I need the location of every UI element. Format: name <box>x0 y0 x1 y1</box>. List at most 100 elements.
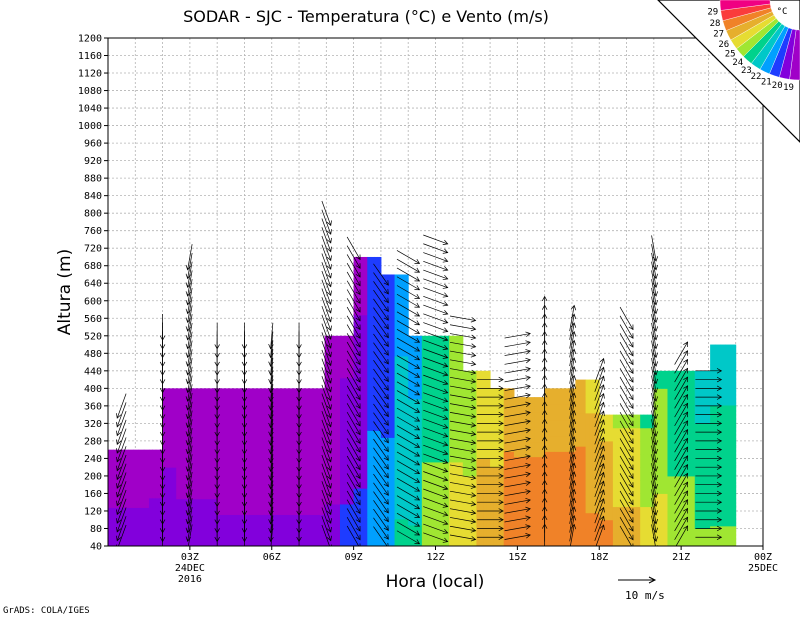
temperature-cell <box>425 377 430 400</box>
temperature-cell <box>148 526 153 537</box>
temperature-cell <box>343 377 348 400</box>
temperature-cell <box>493 530 498 546</box>
temperature-cell <box>469 405 474 424</box>
wind-vector-head <box>241 379 248 385</box>
wind-vector <box>321 516 332 541</box>
temperature-cell <box>374 343 379 374</box>
wind-vector-head <box>241 423 248 429</box>
temperature-cell <box>469 370 474 389</box>
wind-vector-head <box>185 536 192 543</box>
wind-vector-head <box>442 266 449 272</box>
temperature-cell <box>684 493 689 512</box>
wind-vector <box>346 394 361 418</box>
wind-vector-head <box>442 441 449 447</box>
temperature-cell <box>360 372 365 402</box>
wind-vector <box>674 490 688 514</box>
wind-vector <box>373 281 389 303</box>
temperature-cell <box>367 343 372 374</box>
y-tick-label: 360 <box>84 401 102 412</box>
wind-vector-head <box>414 469 421 475</box>
wind-vector <box>569 454 575 481</box>
temperature-cell <box>592 412 597 431</box>
wind-vector <box>423 374 448 385</box>
colorbar-level-label: 24 <box>732 58 743 68</box>
wind-vector-head <box>525 401 531 408</box>
temperature-cell <box>201 467 208 484</box>
wind-vector-head <box>214 466 220 473</box>
temperature-cell <box>687 475 692 494</box>
temperature-cell <box>367 459 372 489</box>
temperature-cell <box>169 482 174 500</box>
wind-vector <box>270 471 274 498</box>
temperature-cell <box>435 503 440 526</box>
temperature-cell <box>363 285 368 316</box>
wind-vector <box>321 524 330 546</box>
temperature-cell <box>647 414 651 429</box>
temperature-cell <box>500 451 505 468</box>
wind-vector <box>651 419 657 446</box>
wind-vector <box>116 498 127 524</box>
wind-vector <box>651 244 657 270</box>
temperature-cell <box>432 398 436 421</box>
temperature-cell <box>449 482 454 505</box>
wind-vector-head <box>296 536 302 543</box>
wind-vector <box>373 289 389 312</box>
temperature-cell <box>191 530 198 546</box>
wind-vector <box>321 297 332 322</box>
temperature-cell <box>152 536 157 546</box>
temperature-cell <box>391 518 396 546</box>
temperature-cell <box>681 475 686 494</box>
temperature-cell <box>459 398 464 421</box>
temperature-cell <box>401 437 406 466</box>
temperature-cell <box>643 467 648 481</box>
colorbar-level-label: 20 <box>772 81 783 91</box>
wind-vector <box>674 385 688 409</box>
temperature-cell <box>206 514 213 531</box>
wind-vector-head <box>296 510 302 516</box>
temperature-cell <box>367 517 372 546</box>
temperature-cell <box>626 519 631 534</box>
temperature-cell <box>162 498 167 515</box>
temperature-cell <box>162 435 167 452</box>
wind-vector-head <box>442 301 449 307</box>
temperature-cell <box>592 479 597 497</box>
temperature-cell <box>380 518 385 546</box>
wind-vector <box>504 525 531 532</box>
temperature-cell <box>191 498 198 515</box>
temperature-cell <box>138 478 145 489</box>
temperature-cell <box>186 388 193 405</box>
temperature-cell <box>421 461 426 484</box>
temperature-cell <box>534 426 546 443</box>
y-tick-label: 1000 <box>78 121 102 132</box>
temperature-cell <box>346 335 351 358</box>
wind-vector <box>594 463 605 489</box>
wind-vector-head <box>442 520 449 526</box>
temperature-cell <box>425 335 430 358</box>
wind-vector-head <box>383 525 389 531</box>
colorbar-unit-label: °C <box>777 7 788 17</box>
temperature-cell <box>592 462 597 480</box>
temperature-cell <box>575 529 587 546</box>
temperature-cell <box>435 461 440 484</box>
wind-vector <box>619 324 634 348</box>
temperature-cell <box>643 427 648 442</box>
wind-vector-head <box>442 432 449 438</box>
temperature-cell <box>544 498 556 515</box>
wind-vector-head <box>355 517 361 523</box>
wind-vector <box>321 358 332 384</box>
temperature-cell <box>469 440 474 459</box>
temperature-cell <box>176 451 182 468</box>
wind-vector <box>449 412 476 418</box>
temperature-cell <box>367 488 372 518</box>
wind-vector <box>423 427 448 437</box>
temperature-cell <box>181 467 187 484</box>
temperature-cell <box>181 404 187 421</box>
wind-vector-head <box>414 539 421 545</box>
wind-vector-head <box>383 288 389 295</box>
wind-vector-head <box>414 337 421 343</box>
temperature-cell <box>339 440 344 463</box>
temperature-cell <box>143 459 150 470</box>
temperature-cell <box>391 464 396 493</box>
temperature-cell <box>394 437 399 466</box>
temperature-cell <box>466 475 471 494</box>
